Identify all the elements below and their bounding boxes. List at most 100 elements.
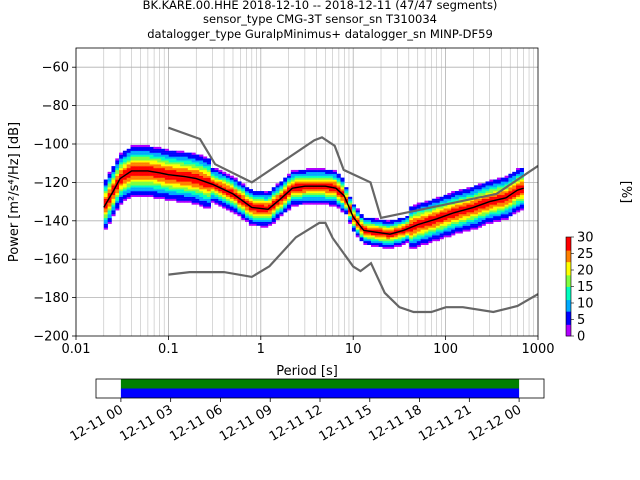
colorbar-segment [566, 288, 571, 291]
heatmap-cell [420, 231, 425, 234]
heatmap-cell [115, 164, 120, 167]
heatmap-cell [149, 175, 154, 178]
heatmap-cell [248, 200, 253, 203]
heatmap-cell [321, 181, 326, 184]
heatmap-cell [409, 244, 414, 247]
heatmap-cell [191, 185, 196, 188]
heatmap-cell [489, 212, 494, 215]
heatmap-cell [435, 237, 441, 240]
heatmap-cell [397, 235, 402, 238]
colorbar-segment [566, 303, 571, 306]
heatmap-cell [474, 192, 479, 196]
heatmap-cell [168, 150, 173, 153]
heatmap-cell [134, 168, 139, 171]
y-tick-label: −180 [33, 291, 69, 306]
heatmap-cell [294, 181, 299, 184]
heatmap-cell [195, 164, 200, 167]
heatmap-cell [138, 152, 143, 155]
heatmap-cell [206, 204, 211, 207]
heatmap-cell [317, 187, 322, 190]
heatmap-cell [180, 189, 185, 192]
heatmap-cell [401, 242, 406, 245]
heatmap-cell [443, 227, 448, 230]
heatmap-cell [130, 150, 135, 153]
heatmap-cell [252, 212, 257, 215]
heatmap-cell [340, 191, 345, 194]
heatmap-cell [191, 166, 196, 169]
heatmap-cell [107, 175, 112, 178]
heatmap-cell [153, 179, 158, 182]
heatmap-cell [103, 206, 108, 209]
heatmap-cell [336, 194, 341, 197]
heatmap-cell [107, 216, 112, 219]
heatmap-cell [225, 192, 231, 196]
heatmap-cell [424, 204, 429, 207]
heatmap-cell [351, 206, 357, 209]
heatmap-cell [470, 189, 475, 192]
heatmap-cell [351, 221, 357, 224]
heatmap-cell [126, 187, 131, 190]
heatmap-cell [325, 179, 330, 182]
heatmap-cell [397, 237, 402, 240]
heatmap-cell [107, 202, 112, 205]
heatmap-cell [405, 237, 410, 240]
heatmap-cell [447, 229, 452, 232]
heatmap-cell [516, 168, 521, 171]
heatmap-cell [454, 225, 460, 228]
heatmap-cell [187, 179, 192, 182]
heatmap-cell [183, 196, 189, 199]
heatmap-cell [512, 173, 517, 176]
heatmap-cell [424, 233, 429, 236]
heatmap-cell [153, 175, 158, 178]
heatmap-cell [458, 198, 463, 201]
heatmap-cell [409, 212, 414, 215]
heatmap-cell [248, 189, 253, 192]
heatmap-cell [367, 217, 372, 221]
heatmap-cell [145, 152, 150, 155]
heatmap-cell [489, 206, 494, 209]
heatmap-cell [493, 191, 498, 194]
heatmap-cell [386, 244, 391, 247]
heatmap-cell [367, 237, 372, 240]
heatmap-cell [382, 221, 387, 224]
heatmap-cell [203, 177, 208, 180]
heatmap-cell [378, 221, 383, 224]
heatmap-cell [218, 194, 223, 197]
heatmap-cell [203, 173, 208, 176]
heatmap-cell [145, 162, 150, 165]
heatmap-cell [168, 169, 173, 173]
heatmap-cell [168, 192, 173, 196]
heatmap-cell [153, 156, 158, 159]
heatmap-cell [157, 185, 162, 188]
heatmap-cell [214, 181, 219, 184]
heatmap-cell [409, 233, 414, 236]
heatmap-cell [397, 217, 402, 221]
heatmap-cell [245, 210, 250, 213]
colorbar-segment [566, 312, 571, 315]
heatmap-cell [424, 227, 429, 230]
heatmap-cell [516, 194, 521, 197]
heatmap-cell [180, 179, 185, 182]
heatmap-cell [203, 192, 208, 196]
heatmap-cell [329, 200, 334, 203]
heatmap-cell [168, 191, 173, 194]
heatmap-cell [439, 202, 444, 205]
heatmap-cell [103, 194, 108, 197]
heatmap-cell [271, 198, 276, 201]
heatmap-cell [141, 187, 147, 190]
heatmap-cell [393, 233, 399, 236]
heatmap-cell [218, 192, 223, 196]
heatmap-cell [443, 235, 448, 238]
heatmap-cell [462, 216, 467, 219]
heatmap-cell [187, 162, 192, 165]
heatmap-cell [126, 168, 131, 171]
heatmap-cell [371, 242, 376, 245]
heatmap-cell [157, 156, 162, 159]
heatmap-cell [321, 196, 326, 199]
heatmap-cell [157, 175, 162, 178]
heatmap-cell [378, 240, 383, 244]
heatmap-cell [218, 185, 223, 188]
heatmap-cell [496, 206, 502, 209]
heatmap-cell [374, 225, 379, 228]
heatmap-cell [325, 169, 330, 173]
